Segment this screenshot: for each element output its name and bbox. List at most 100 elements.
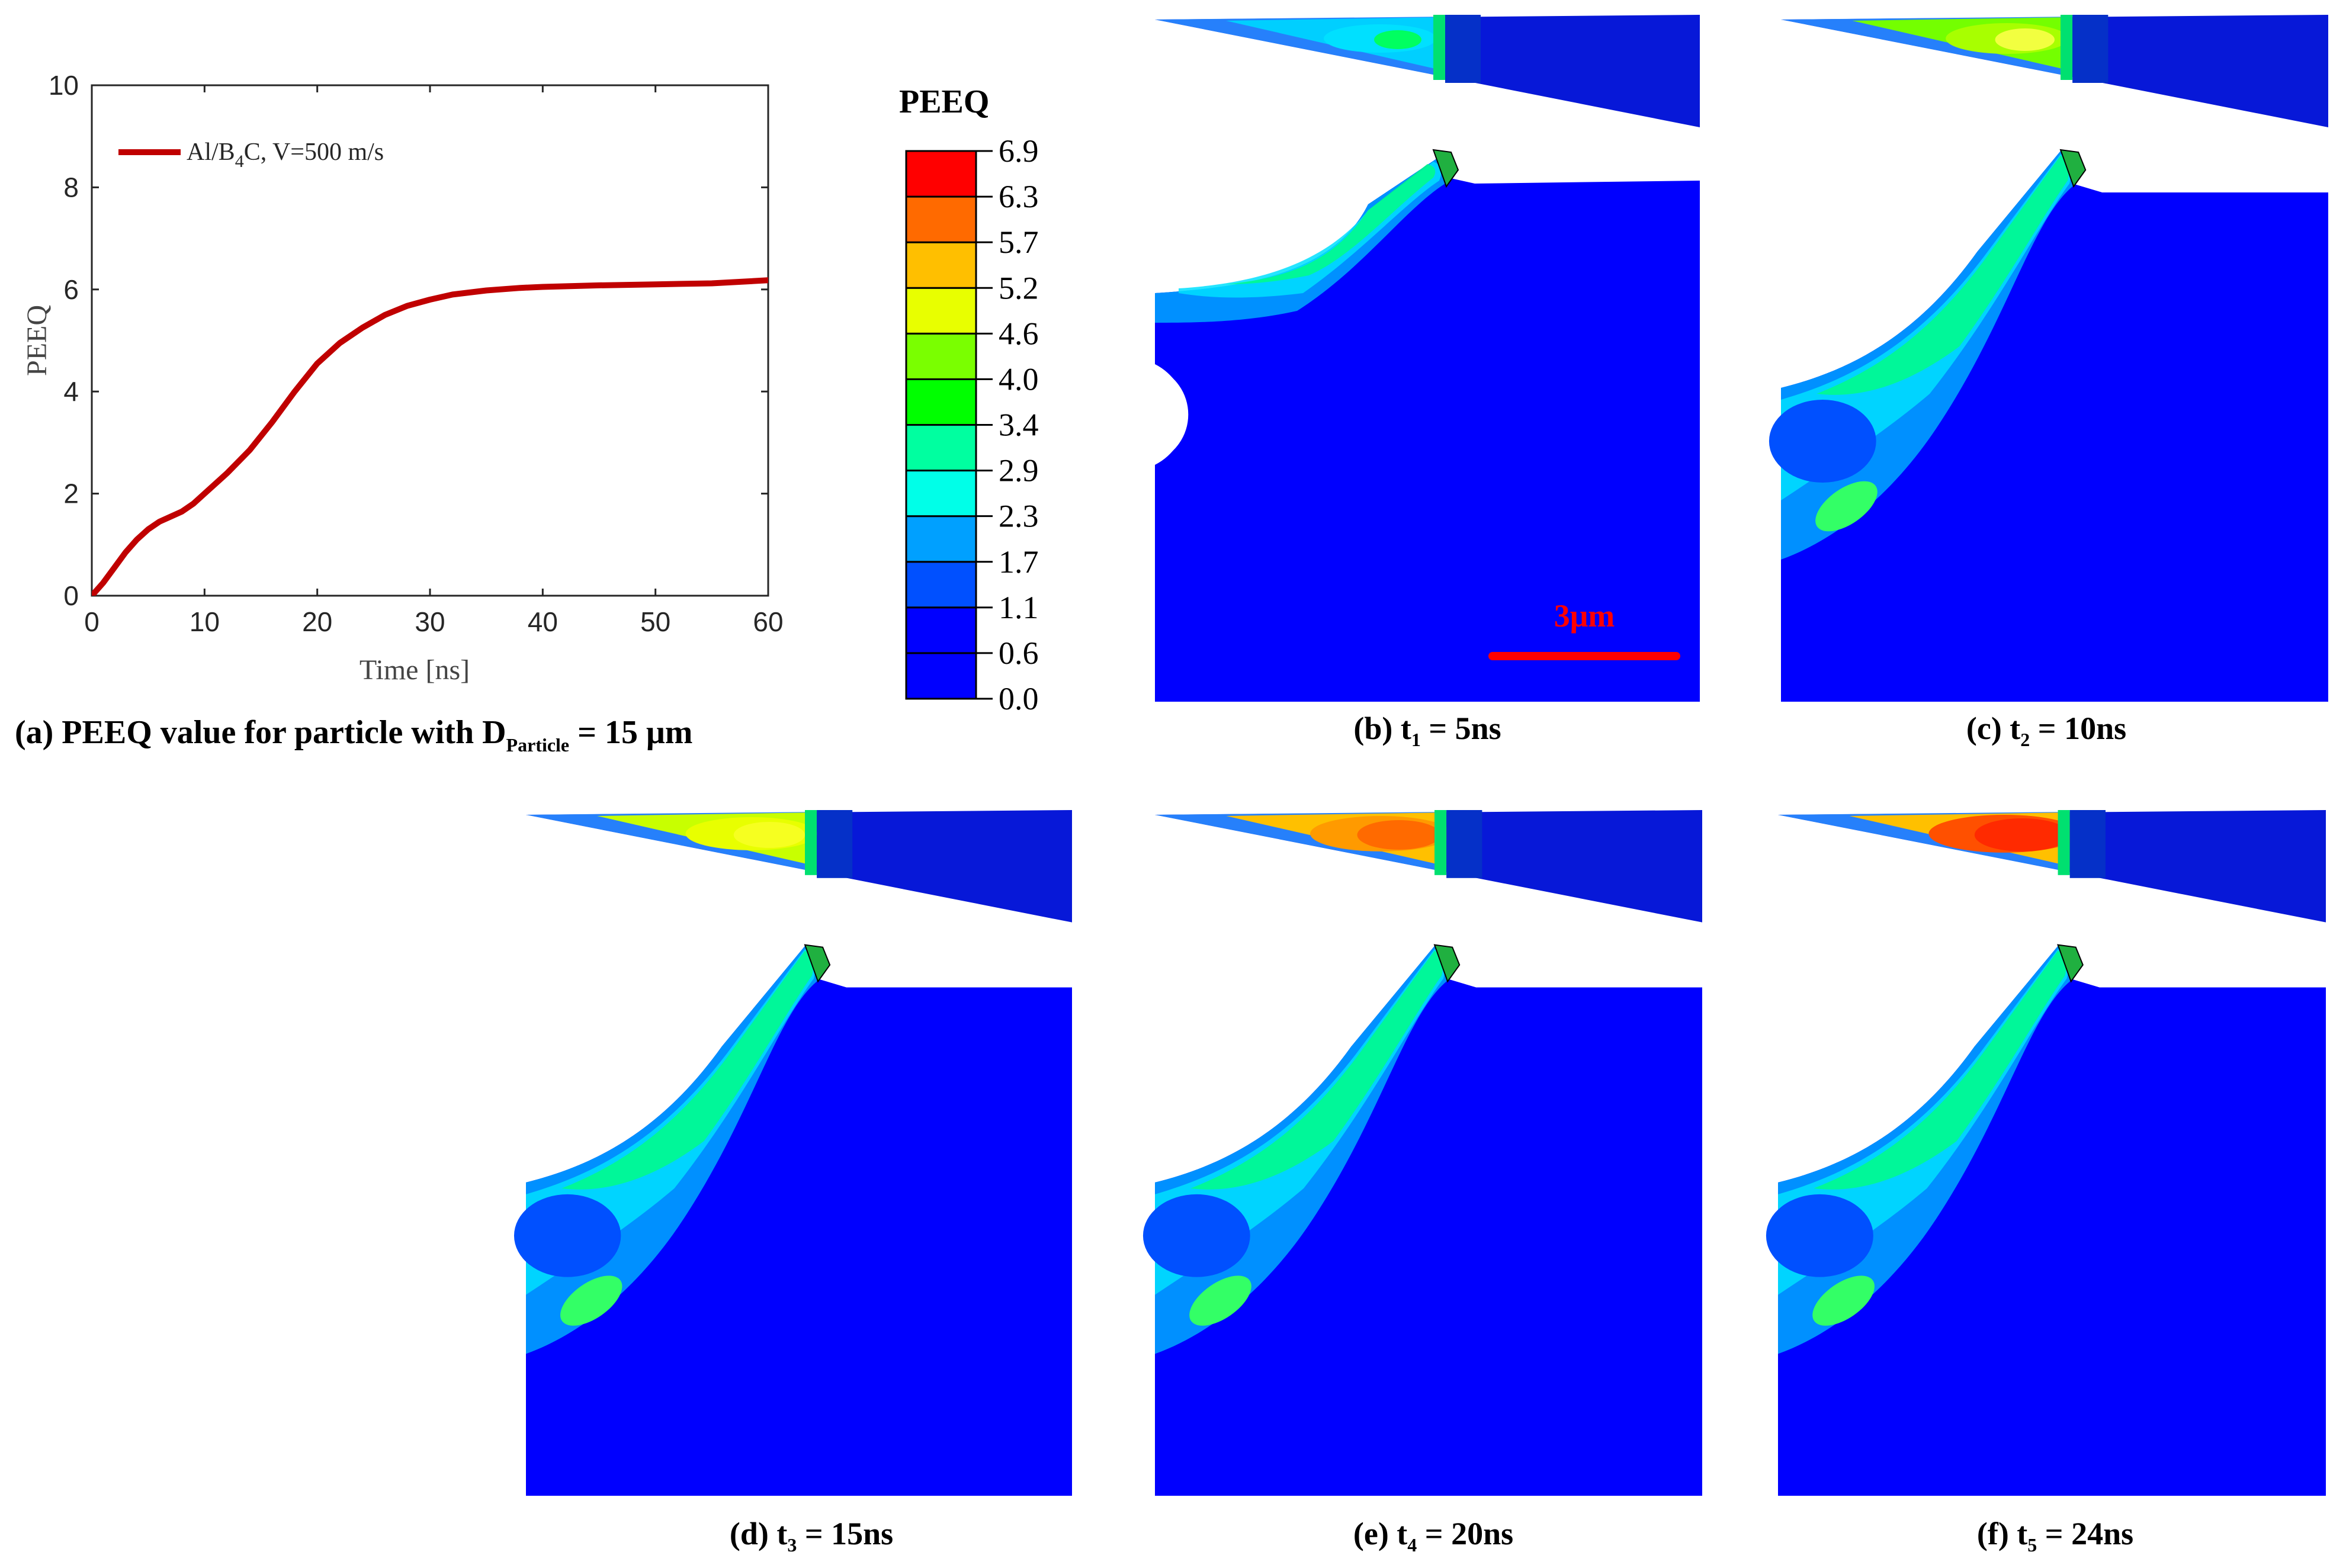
wedge-band [805,810,817,875]
colorbar-band [905,378,977,426]
colorbar-band [905,287,977,335]
substrate [1155,157,1700,702]
caption-a: (a) PEEQ value for particle with DPartic… [15,714,692,756]
jet-hot [1189,1275,1251,1326]
y-tick-label: 6 [63,274,79,305]
scale-bar: 3μm [1488,598,1680,660]
chart-plot-area [91,84,769,597]
fem-panel-d [514,810,1072,1496]
colorbar-label: 0.0 [999,681,1039,716]
caption-e: (e) t4 = 20ns [1353,1516,1513,1556]
caption-c: (c) t2 = 10ns [1966,711,2126,750]
x-tick-label: 40 [528,606,558,637]
substrate [1781,151,2328,702]
colorbar-title: PEEQ [899,83,989,120]
series-line [92,277,768,596]
fem-panel-f [1766,810,2326,1496]
colorbar-label: 5.2 [999,270,1039,306]
wedge-band [1434,810,1447,875]
colorbar-label: 2.3 [999,499,1039,534]
jet-hot [1812,1275,1875,1326]
peeq-colorbar: PEEQ 6.9 6.3 5.7 5.2 4.6 4.0 3.4 2.9 2.3 1.7 1.1 0.… [899,83,1039,716]
caption-b: (b) t1 = 5ns [1353,711,1501,750]
wedge-band [2058,810,2070,875]
y-tick-label: 2 [63,478,79,509]
substrate [1778,946,2326,1496]
wedge-band-dark [2069,810,2106,878]
colorbar-band [905,424,977,472]
y-tick-label: 4 [63,376,79,407]
fem-panel-e [1142,810,1702,1496]
colorbar-label: 3.4 [999,407,1039,443]
peeq-chart: 0 10 20 30 40 50 60 0 2 4 6 8 10 Al/B4C, V=500 m/s T… [21,70,784,686]
colorbar-label: 4.0 [999,361,1039,397]
jet-lip [1433,944,1461,983]
x-tick-label: 0 [84,606,100,637]
plastic-zone-core [1814,950,2066,1190]
x-tick-label: 20 [302,606,332,637]
wedge-band-dark [817,810,853,878]
x-tick-label: 10 [190,606,220,637]
substrate [526,946,1072,1496]
colorbar-label: 6.3 [999,179,1039,214]
x-axis-label: Time [ns] [360,654,470,686]
colorbar-label: 5.7 [999,224,1039,260]
jet-hot [560,1275,622,1326]
colorbar-band [905,195,977,243]
wedge-band-dark [1445,15,1481,83]
y-tick-label: 0 [63,580,79,611]
jet-lip [804,944,831,983]
substrate [1155,946,1702,1496]
wedge-core [1995,28,2055,51]
x-tick-label: 60 [753,606,783,637]
x-tick-label: 50 [640,606,670,637]
legend-label: Al/B4C, V=500 m/s [187,139,384,171]
jet-pocket [1769,400,1876,483]
chart-legend: Al/B4C, V=500 m/s [118,139,384,171]
wedge-band-dark [1446,810,1482,878]
scale-bar-label: 3μm [1554,598,1615,634]
colorbar-label: 4.6 [999,316,1039,351]
colorbar-label: 2.9 [999,453,1039,489]
jet-pocket [1766,1194,1873,1277]
jet-pocket [1142,1194,1250,1277]
x-tick-label: 30 [415,606,445,637]
chart-ticks: 0 10 20 30 40 50 60 0 2 4 6 8 10 [49,70,784,637]
jet-hot [1815,481,1878,532]
colorbar-bands [905,150,977,700]
colorbar-band [905,150,977,198]
colorbar-label: 0.6 [999,635,1039,671]
colorbar-band [905,241,977,289]
colorbar-band [905,515,977,563]
plastic-zone-core [1190,950,1443,1190]
colorbar-label: 6.9 [999,133,1039,169]
wedge-core [733,821,805,848]
colorbar-band [905,606,977,654]
plastic-zone-core [561,950,814,1190]
wedge-core [1374,30,1421,49]
fem-panel-c [1769,15,2328,702]
colorbar-band [905,470,977,518]
particle-hole [1155,367,1189,462]
fem-panel-b [1155,15,1700,702]
caption-d: (d) t3 = 15ns [730,1516,893,1556]
plastic-zone-core [1817,156,2069,395]
fem-panels [514,15,2328,1496]
jet-lip [2057,944,2084,983]
jet-lip [2059,149,2087,188]
colorbar-band [905,561,977,609]
colorbar-band [905,332,977,380]
caption-f: (f) t5 = 24ns [1977,1516,2133,1556]
wedge-core [1357,820,1441,850]
plastic-zone-core [1226,164,1436,284]
jet-lip [1432,149,1459,188]
y-tick-label: 8 [63,172,79,203]
colorbar-band [905,652,977,700]
colorbar-label: 1.1 [999,590,1039,625]
wedge-band [1433,15,1445,80]
colorbar-labels: 6.9 6.3 5.7 5.2 4.6 4.0 3.4 2.9 2.3 1.7 1.1 0.6 0.0 [976,133,1039,716]
wedge-core [1974,818,2070,852]
jet-pocket [514,1194,621,1277]
y-tick-label: 10 [49,70,79,101]
